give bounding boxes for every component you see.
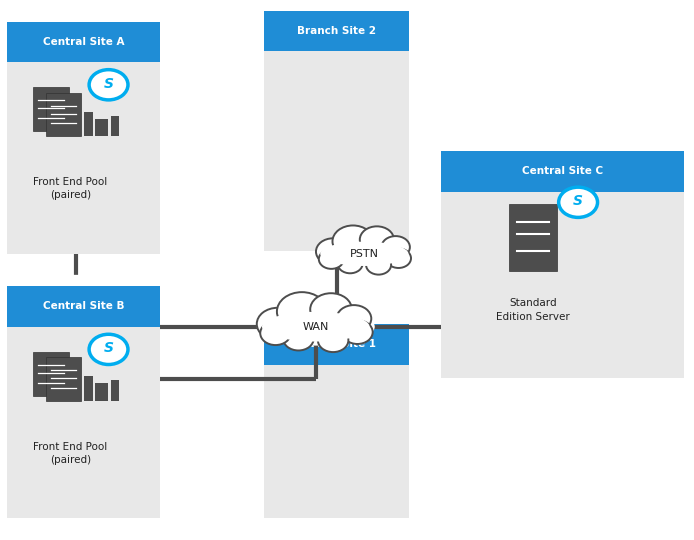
Circle shape	[257, 308, 298, 340]
Bar	[264, 11, 409, 51]
Circle shape	[89, 70, 128, 100]
Text: Front End Pool
(paired): Front End Pool (paired)	[33, 177, 108, 200]
Circle shape	[283, 327, 314, 350]
Text: S: S	[103, 341, 114, 355]
Bar	[110, 380, 119, 401]
Bar	[7, 286, 160, 518]
Bar	[264, 11, 409, 251]
Text: Branch Site 1: Branch Site 1	[297, 339, 376, 349]
Text: S: S	[103, 77, 114, 91]
Bar	[7, 22, 160, 254]
Circle shape	[319, 249, 344, 269]
Circle shape	[277, 292, 327, 331]
Circle shape	[337, 254, 363, 273]
Circle shape	[89, 334, 128, 364]
Text: Central Site A: Central Site A	[42, 37, 124, 47]
FancyBboxPatch shape	[33, 87, 69, 131]
Bar	[95, 119, 108, 136]
Circle shape	[559, 187, 598, 218]
FancyBboxPatch shape	[509, 204, 557, 271]
Circle shape	[366, 255, 391, 275]
Circle shape	[332, 226, 373, 258]
Text: WAN: WAN	[303, 322, 329, 332]
Ellipse shape	[262, 312, 370, 341]
Bar	[7, 286, 160, 327]
Ellipse shape	[257, 308, 375, 346]
Ellipse shape	[316, 238, 413, 269]
Text: PSTN: PSTN	[350, 249, 379, 259]
Text: Central Site B: Central Site B	[42, 301, 124, 312]
Circle shape	[337, 305, 371, 332]
Bar	[84, 112, 93, 136]
Bar	[264, 324, 409, 518]
Bar	[441, 151, 684, 378]
Bar	[7, 22, 160, 62]
Circle shape	[318, 328, 348, 352]
Text: Front End Pool
(paired): Front End Pool (paired)	[33, 442, 108, 465]
Bar	[441, 151, 684, 192]
Bar	[84, 376, 93, 401]
Bar	[95, 383, 108, 401]
Circle shape	[386, 248, 411, 268]
FancyBboxPatch shape	[46, 93, 81, 136]
Circle shape	[359, 226, 394, 253]
Text: Central Site C: Central Site C	[522, 166, 602, 177]
Bar	[264, 324, 409, 365]
Ellipse shape	[320, 241, 409, 266]
Circle shape	[316, 238, 350, 265]
Text: S: S	[573, 194, 583, 208]
Circle shape	[310, 293, 352, 326]
Text: Standard
Edition Server: Standard Edition Server	[496, 299, 570, 321]
FancyBboxPatch shape	[33, 352, 69, 395]
Circle shape	[260, 321, 291, 345]
Bar	[110, 116, 119, 136]
Circle shape	[342, 320, 373, 344]
Circle shape	[382, 236, 410, 258]
FancyBboxPatch shape	[46, 357, 81, 401]
Text: Branch Site 2: Branch Site 2	[297, 26, 376, 36]
